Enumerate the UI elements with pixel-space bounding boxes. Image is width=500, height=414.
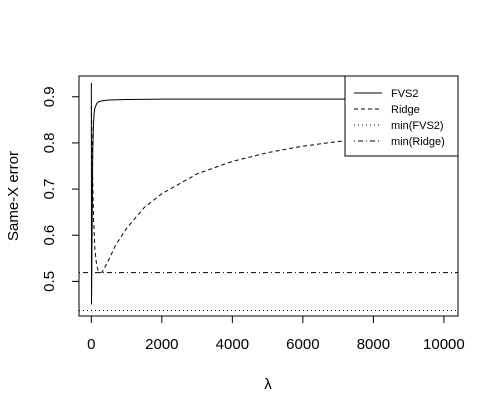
y-tick-label: 0.5 [41, 271, 58, 292]
y-axis-title: Same-X error [5, 151, 22, 241]
x-axis: 0 2000 4000 6000 8000 10000 [87, 315, 465, 353]
x-tick-label: 0 [87, 336, 95, 353]
y-axis: 0.5 0.6 0.7 0.8 0.9 [41, 86, 80, 292]
legend-label-min-fvs2: min(FVS2) [391, 120, 444, 132]
legend-box [344, 75, 459, 157]
x-tick-label: 6000 [286, 336, 319, 353]
legend-label-fvs2: FVS2 [391, 88, 419, 100]
series-line-fvs2 [90, 82, 444, 305]
y-tick-label: 0.7 [41, 179, 58, 200]
legend-label-ridge: Ridge [391, 104, 420, 116]
x-tick-label: 8000 [357, 336, 390, 353]
x-tick-label: 10000 [423, 336, 465, 353]
y-tick-label: 0.9 [41, 86, 58, 107]
y-tick-label: 0.8 [41, 132, 58, 153]
x-axis-title: λ [264, 376, 272, 393]
y-tick-label: 0.6 [41, 225, 58, 246]
x-tick-label: 2000 [145, 336, 178, 353]
legend: FVS2 Ridge min(FVS2) min(Ridge) [344, 75, 459, 157]
series-layer [79, 82, 458, 311]
legend-label-min-ridge: min(Ridge) [391, 136, 445, 148]
x-tick-label: 4000 [216, 336, 249, 353]
